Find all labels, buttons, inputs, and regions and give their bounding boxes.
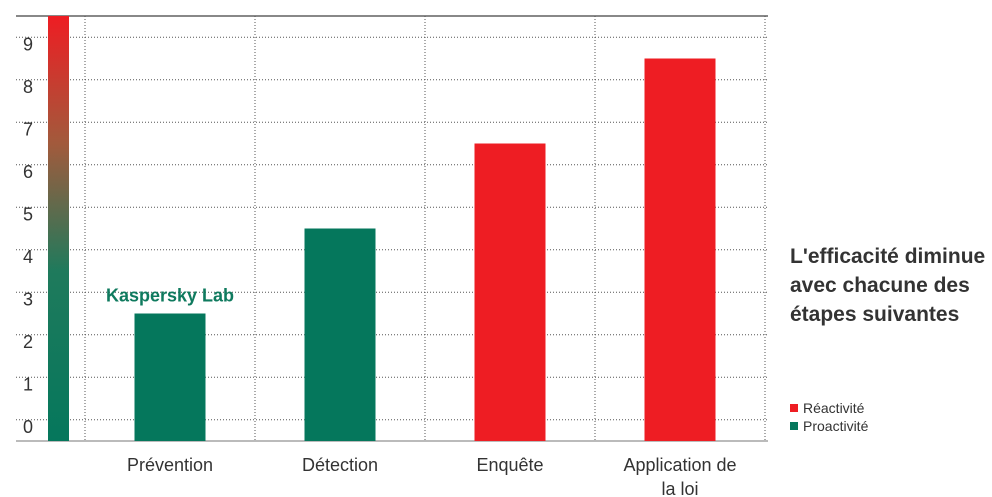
x-tick-label: Enquête xyxy=(476,455,543,475)
legend-item-proactivity: Proactivité xyxy=(790,417,868,435)
bar xyxy=(134,313,206,441)
x-tick-label: la loi xyxy=(661,479,698,497)
bar xyxy=(644,58,716,441)
y-tick-label: 5 xyxy=(23,205,33,225)
x-tick-label: Détection xyxy=(302,455,378,475)
y-tick-label: 7 xyxy=(23,120,33,140)
kaspersky-lab-annotation: Kaspersky Lab xyxy=(106,286,234,306)
bars xyxy=(48,16,716,441)
legend-label-reactivity: Réactivité xyxy=(803,400,865,416)
y-tick-label: 6 xyxy=(23,162,33,182)
bar xyxy=(304,228,376,441)
legend-swatch-reactivity xyxy=(790,404,798,412)
y-axis-ticks: 0 1 2 3 4 5 6 7 8 9 xyxy=(23,35,33,438)
x-axis-labels: Prévention Détection Enquête Application de… xyxy=(127,455,737,497)
y-tick-label: 0 xyxy=(23,417,33,437)
y-tick-label: 4 xyxy=(23,247,33,267)
y-tick-label: 1 xyxy=(23,375,33,395)
efficiency-gradient-bar xyxy=(48,16,69,441)
y-tick-label: 3 xyxy=(23,290,33,310)
x-tick-label: Prévention xyxy=(127,455,213,475)
legend-item-reactivity: Réactivité xyxy=(790,399,868,417)
y-tick-label: 8 xyxy=(23,77,33,97)
legend-label-proactivity: Proactivité xyxy=(803,418,869,434)
x-tick-label: Application de xyxy=(623,455,736,475)
y-tick-label: 2 xyxy=(23,332,33,352)
side-caption: L'efficacité diminue avec chacune des ét… xyxy=(790,245,986,326)
legend: Réactivité Proactivité xyxy=(790,399,868,435)
legend-swatch-proactivity xyxy=(790,422,798,430)
y-tick-label: 9 xyxy=(23,35,33,55)
bar xyxy=(474,143,546,441)
